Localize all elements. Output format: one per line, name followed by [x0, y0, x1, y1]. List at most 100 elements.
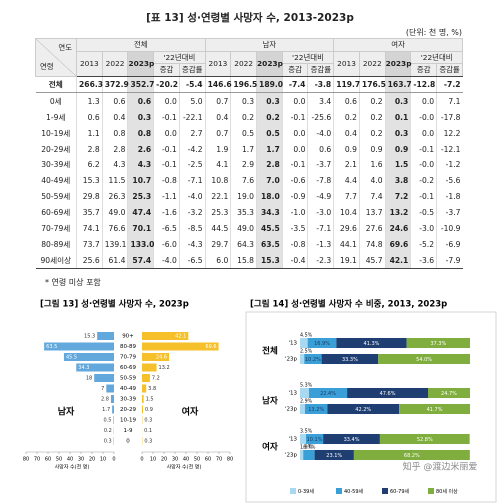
cell: -4.3 [178, 236, 206, 253]
cell: 63.5 [256, 236, 283, 253]
value-label: 7.2 [152, 376, 160, 382]
cell: 0.0 [281, 125, 308, 142]
value-label: 18 [86, 376, 92, 382]
cell: -0.0 [410, 156, 437, 173]
cell: 44.1 [333, 236, 360, 253]
cell: -25.6 [307, 109, 334, 126]
cell: -3.7 [436, 204, 463, 221]
cell: 0.9 [333, 141, 360, 157]
table-row: 0세 1.3 0.6 0.6 0.0 5.0 0.7 0.3 0.3 0.0 3.4 0.6 0.2 0.… [36, 92, 463, 110]
cell: 7.1 [436, 92, 463, 110]
cell: -3.2 [178, 204, 206, 221]
value-label: 23.1% [326, 453, 342, 459]
cell: 133.0 [127, 236, 154, 253]
group-header: 전체 [76, 38, 206, 52]
cell: -1.6 [153, 204, 180, 221]
cell: 0.0 [410, 92, 437, 110]
bar-segment [336, 338, 407, 348]
age-label: 80-89 [120, 344, 136, 350]
cell: 0.2 [230, 109, 257, 126]
cell: 2.8 [101, 141, 128, 157]
cell: 0.2 [358, 125, 386, 142]
cell: 4.0 [358, 172, 386, 189]
cell: 27.6 [358, 220, 386, 237]
group-label: 전체 [262, 346, 278, 357]
value-label: 22.4% [320, 391, 336, 397]
cell: 0.0 [281, 92, 308, 110]
cell: 266.3 [76, 76, 103, 94]
bar-segment [378, 354, 470, 364]
bar-segment [304, 404, 328, 414]
compare-header: '22년대비 [281, 50, 335, 64]
cell: -4.0 [178, 188, 206, 205]
row-label: 40-49세 [41, 176, 71, 186]
cell: 7.4 [358, 188, 386, 205]
value-label: 10.1% [307, 437, 323, 443]
cell: 0.7 [204, 125, 231, 142]
group-label: 남자 [262, 396, 278, 407]
cell: -0.4 [281, 252, 308, 270]
bar-segment [314, 450, 354, 460]
value-label: 2.5% [300, 349, 313, 355]
bar [142, 405, 143, 414]
cell: 0.6 [333, 92, 360, 110]
row-label: '13 [288, 437, 297, 443]
value-label: 52.8% [417, 437, 433, 443]
value-label: 69.6 [205, 344, 216, 350]
cell: 0.0 [281, 141, 308, 157]
cell: 0.7 [204, 92, 231, 110]
cell: 25.3 [127, 188, 154, 205]
bar-segment [300, 434, 306, 444]
value-label: 3.5% [300, 429, 313, 435]
cell: 6.0 [204, 252, 231, 270]
bar-segment [399, 404, 470, 414]
value-label: 24.7% [441, 391, 457, 397]
cell: -6.9 [436, 236, 463, 253]
cell: 57.4 [127, 252, 154, 270]
cell: 44.5 [204, 220, 231, 237]
cell: 7.2 [384, 188, 411, 205]
cell: 0.4 [333, 125, 360, 142]
cell: 0.2 [333, 109, 360, 126]
value-label: 41.3% [364, 341, 380, 347]
cell: 74.8 [358, 236, 386, 253]
age-label: 70-79 [120, 355, 136, 361]
bar-segment [379, 434, 470, 444]
cell: 0.8 [127, 125, 154, 142]
value-label: 3.8 [148, 386, 156, 392]
cell: -3.0 [307, 204, 334, 221]
cell: 0.3 [384, 92, 411, 110]
value-label: 5.3% [300, 383, 313, 389]
cell: 372.9 [101, 76, 129, 94]
bar [94, 374, 114, 382]
bar [110, 395, 114, 403]
cell: -4.0 [307, 125, 334, 142]
tick-label: 30 [172, 457, 178, 463]
row-label: 전체 [35, 76, 77, 94]
year-header: 2022 [230, 50, 258, 77]
cell: -6.0 [153, 236, 180, 253]
tick-label: 70 [34, 457, 40, 463]
cell: 0.0 [153, 92, 180, 110]
cell: -7.2 [436, 76, 463, 94]
row-label: '13 [288, 391, 297, 397]
bar [63, 353, 114, 361]
cell: 1.1 [76, 125, 103, 142]
header-row: 2013 2022 2023p '22년대비 2013 2022 2023p '22년대비 20… [36, 50, 463, 77]
bar-segment [300, 338, 308, 348]
cell: -1.8 [436, 188, 463, 205]
cell: -0.9 [281, 188, 308, 205]
value-label: 63.5 [46, 344, 57, 350]
cell: 0.0 [153, 125, 180, 142]
value-label: 7 [101, 386, 104, 392]
value-label: 2.9% [300, 399, 313, 405]
value-label: 15.3 [84, 334, 95, 340]
cell: -17.8 [436, 109, 463, 126]
cell: 45.5 [256, 220, 283, 237]
value-label: 54.0% [416, 357, 432, 363]
row-label: '13 [288, 341, 297, 347]
cell: 0.9 [358, 141, 386, 157]
cell: 18.0 [256, 188, 283, 205]
value-label: 2.8 [101, 397, 109, 403]
value-label: 13.2% [308, 407, 324, 413]
